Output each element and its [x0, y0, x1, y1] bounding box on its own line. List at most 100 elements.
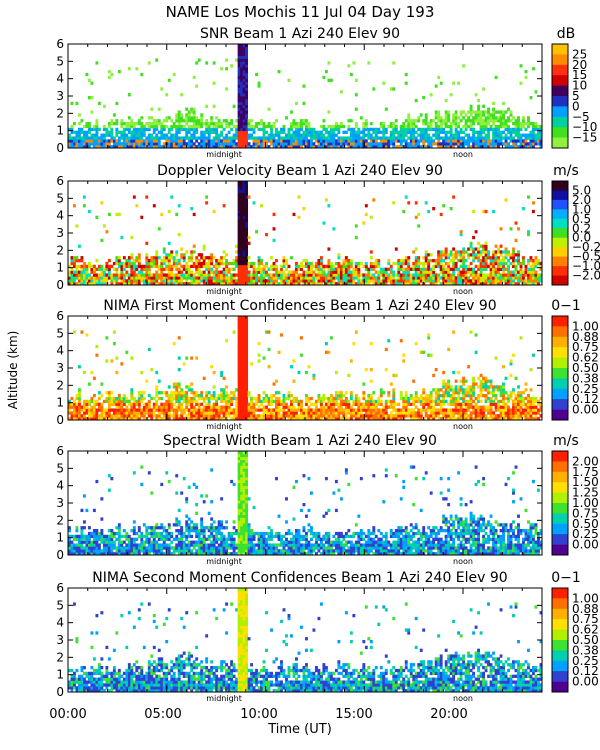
heatmap-cell	[252, 136, 256, 140]
heatmap-cell	[437, 139, 441, 143]
heatmap-cell	[157, 391, 161, 395]
heatmap-cell	[419, 130, 423, 134]
heatmap-cell	[187, 139, 191, 143]
heatmap-cell	[534, 282, 538, 286]
heatmap-cell	[472, 235, 476, 240]
heatmap-cell	[195, 127, 199, 132]
heatmap-cell	[240, 321, 244, 326]
heatmap-cell	[105, 139, 109, 143]
heatmap-cell	[392, 414, 396, 418]
heatmap-cell	[364, 267, 368, 271]
heatmap-cell	[364, 212, 368, 217]
heatmap-cell	[187, 116, 191, 120]
heatmap-cell	[280, 273, 283, 277]
heatmap-cell	[322, 267, 326, 271]
heatmap-cell	[482, 259, 486, 263]
heatmap-cell	[447, 136, 451, 140]
heatmap-cell	[232, 279, 236, 283]
heatmap-cell	[377, 270, 381, 274]
heatmap-cell	[469, 270, 473, 274]
heatmap-cell	[100, 238, 104, 243]
heatmap-cell	[175, 136, 179, 140]
heatmap-cell	[87, 136, 91, 140]
heatmap-cell	[180, 124, 184, 129]
heatmap-cell	[237, 414, 241, 418]
heatmap-cell	[492, 282, 495, 286]
heatmap-cell	[484, 259, 488, 263]
heatmap-cell	[142, 130, 146, 134]
heatmap-cell	[192, 244, 196, 248]
heatmap-cell	[162, 142, 166, 146]
heatmap-cell	[202, 133, 206, 137]
heatmap-cell	[339, 139, 343, 143]
heatmap-cell	[132, 402, 136, 406]
heatmap-cell	[85, 139, 89, 143]
heatmap-cell	[317, 270, 321, 274]
heatmap-cell	[292, 359, 296, 363]
heatmap-cell	[484, 244, 488, 248]
heatmap-cell	[290, 273, 293, 277]
heatmap-cell	[374, 261, 378, 266]
heatmap-cell	[367, 405, 371, 409]
heatmap-cell	[337, 276, 341, 280]
heatmap-cell	[195, 264, 199, 269]
heatmap-cell	[240, 122, 244, 126]
heatmap-cell	[424, 279, 428, 283]
heatmap-cell	[140, 399, 144, 404]
heatmap-cell	[190, 391, 194, 395]
heatmap-cell	[362, 124, 366, 129]
heatmap-cell	[242, 276, 246, 280]
heatmap-cell	[155, 399, 159, 404]
heatmap-cell	[77, 130, 81, 134]
heatmap-cell	[342, 124, 346, 129]
heatmap-cell	[344, 276, 348, 280]
heatmap-cell	[125, 122, 129, 126]
heatmap-cell	[107, 414, 111, 418]
heatmap-cell	[70, 276, 74, 280]
heatmap-cell	[404, 396, 408, 401]
heatmap-cell	[399, 417, 403, 421]
heatmap-cell	[237, 61, 241, 65]
heatmap-cell	[474, 116, 478, 120]
heatmap-cell	[452, 273, 456, 277]
heatmap-cell	[379, 122, 383, 126]
heatmap-cell	[309, 417, 313, 421]
heatmap-cell	[167, 276, 171, 280]
heatmap-cell	[127, 139, 131, 143]
heatmap-cell	[487, 256, 491, 260]
heatmap-cell	[507, 145, 510, 149]
heatmap-cell	[180, 93, 184, 97]
heatmap-cell	[419, 113, 423, 117]
heatmap-cell	[240, 391, 244, 395]
heatmap-cell	[389, 270, 393, 274]
heatmap-cell	[68, 145, 71, 149]
heatmap-cell	[407, 402, 411, 406]
heatmap-cell	[237, 122, 241, 126]
heatmap-cell	[424, 259, 428, 263]
heatmap-cell	[255, 139, 258, 143]
heatmap-cell	[100, 276, 104, 280]
heatmap-cell	[447, 113, 451, 117]
heatmap-cell	[327, 78, 331, 82]
heatmap-cell	[132, 273, 136, 277]
heatmap-cell	[225, 405, 229, 409]
heatmap-cell	[399, 279, 403, 283]
heatmap-cell	[112, 142, 116, 146]
heatmap-cell	[472, 133, 476, 137]
heatmap-cell	[202, 376, 206, 380]
heatmap-cell	[170, 139, 174, 143]
heatmap-cell	[300, 261, 303, 266]
heatmap-cell	[494, 127, 498, 132]
heatmap-cell	[537, 276, 540, 280]
heatmap-cell	[135, 256, 139, 260]
heatmap-cell	[444, 282, 448, 286]
heatmap-cell	[499, 273, 503, 277]
heatmap-cell	[242, 353, 246, 357]
heatmap-cell	[275, 411, 278, 415]
heatmap-cell	[512, 250, 515, 254]
heatmap-cell	[449, 136, 453, 140]
heatmap-cell	[135, 67, 139, 71]
heatmap-cell	[307, 127, 311, 132]
heatmap-cell	[300, 145, 303, 149]
heatmap-cell	[524, 142, 528, 146]
